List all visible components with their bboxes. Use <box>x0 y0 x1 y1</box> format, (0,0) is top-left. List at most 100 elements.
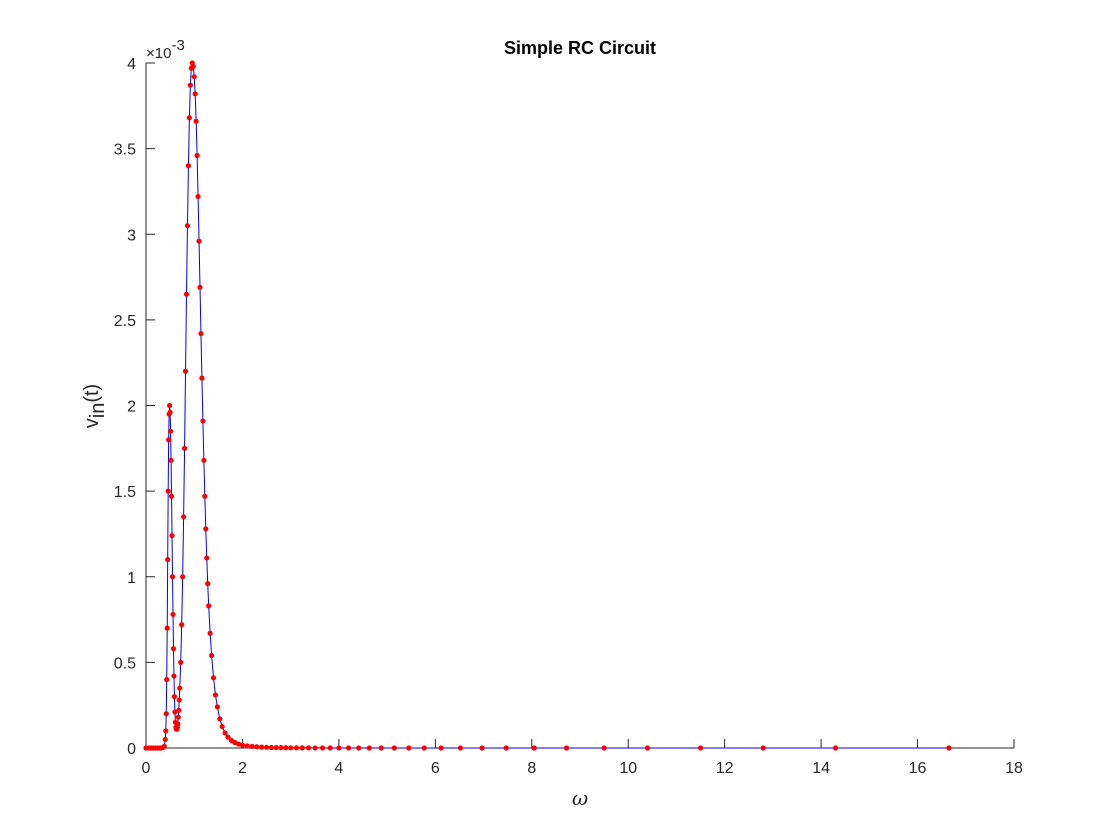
data-point <box>268 744 274 751</box>
data-point <box>283 745 289 751</box>
data-point <box>176 697 182 703</box>
data-point <box>225 734 231 740</box>
data-point <box>345 745 352 751</box>
data-point <box>391 745 397 751</box>
data-point <box>198 330 204 337</box>
y-exponent-power: -3 <box>171 37 184 54</box>
x-tick-label: 16 <box>909 760 927 777</box>
x-ticks: 0 2 4 6 8 10 12 14 16 18 <box>142 739 1023 777</box>
data-point <box>288 745 294 751</box>
data-point <box>185 163 192 169</box>
data-point <box>832 745 839 751</box>
data-point <box>378 745 384 751</box>
data-point <box>171 694 178 700</box>
data-point <box>199 375 205 381</box>
y-ticks: 0 0.5 1 1.5 2 2.5 3 3.5 4 <box>114 56 155 758</box>
series-markers <box>143 60 952 751</box>
data-point <box>697 745 704 751</box>
data-point <box>531 745 537 751</box>
data-point <box>162 736 168 743</box>
data-point <box>168 493 175 499</box>
data-point <box>203 526 209 532</box>
data-point <box>214 704 220 710</box>
y-tick-label: 1 <box>127 570 136 587</box>
data-point <box>327 745 333 751</box>
data-point <box>206 603 212 609</box>
data-point <box>170 646 177 652</box>
y-axis-label-main: v <box>81 418 103 428</box>
y-tick-label: 4 <box>127 56 136 73</box>
data-point <box>479 745 485 751</box>
data-point <box>195 193 201 200</box>
data-point <box>319 745 326 751</box>
data-point <box>163 728 169 734</box>
data-point <box>181 445 188 451</box>
data-point <box>171 673 177 679</box>
data-point <box>186 115 192 121</box>
data-point <box>336 745 342 751</box>
data-point <box>165 488 171 494</box>
data-point <box>166 437 172 443</box>
data-point <box>305 745 312 751</box>
chart-title: Simple RC Circuit <box>504 38 656 58</box>
x-tick-label: 0 <box>142 760 151 777</box>
data-point <box>175 721 181 727</box>
y-tick-label: 3 <box>127 227 136 244</box>
x-tick-label: 4 <box>334 760 343 777</box>
x-tick-label: 12 <box>716 760 734 777</box>
data-point <box>210 675 217 681</box>
data-point <box>207 630 213 636</box>
data-point <box>176 707 182 713</box>
data-point <box>184 223 191 229</box>
data-point <box>204 555 210 561</box>
data-point <box>201 457 207 463</box>
y-axis-label-rest: (t) <box>81 384 103 403</box>
y-axis-label: vin(t) <box>81 384 109 428</box>
data-point <box>182 368 189 374</box>
data-point <box>438 745 444 751</box>
y-tick-label: 3.5 <box>114 142 136 159</box>
data-point <box>208 652 215 659</box>
data-point <box>187 82 193 88</box>
data-point <box>180 574 186 580</box>
data-point <box>167 409 173 415</box>
data-point <box>249 743 255 750</box>
data-point <box>164 676 170 683</box>
data-point <box>205 581 211 587</box>
data-point <box>193 118 199 124</box>
data-point <box>163 711 169 717</box>
data-point <box>601 745 607 751</box>
y-exponent-label: ×10-3 <box>146 37 185 62</box>
data-point <box>178 659 184 665</box>
x-axis-label: ω <box>572 786 588 810</box>
data-point <box>244 743 250 749</box>
data-point <box>457 745 464 751</box>
data-point <box>196 238 202 244</box>
data-point <box>644 745 651 751</box>
x-tick-label: 18 <box>1005 760 1023 777</box>
x-tick-label: 6 <box>431 760 440 777</box>
data-point <box>263 744 270 750</box>
data-point <box>421 745 427 751</box>
data-point <box>259 744 265 750</box>
data-point <box>366 745 372 751</box>
data-point <box>239 742 246 748</box>
data-point <box>169 533 175 539</box>
x-tick-label: 2 <box>238 760 247 777</box>
data-point <box>177 685 183 691</box>
data-point <box>161 743 167 749</box>
data-point <box>760 745 766 751</box>
data-point <box>167 402 173 409</box>
y-exponent-base: ×10 <box>146 45 171 62</box>
data-point <box>202 493 208 499</box>
data-point <box>563 745 570 751</box>
data-point <box>169 574 176 580</box>
data-point <box>191 74 197 80</box>
data-point <box>183 291 190 297</box>
data-point <box>197 284 203 290</box>
data-point <box>200 418 206 424</box>
data-point <box>273 744 279 751</box>
y-tick-label: 1.5 <box>114 484 136 501</box>
data-point <box>192 91 198 97</box>
